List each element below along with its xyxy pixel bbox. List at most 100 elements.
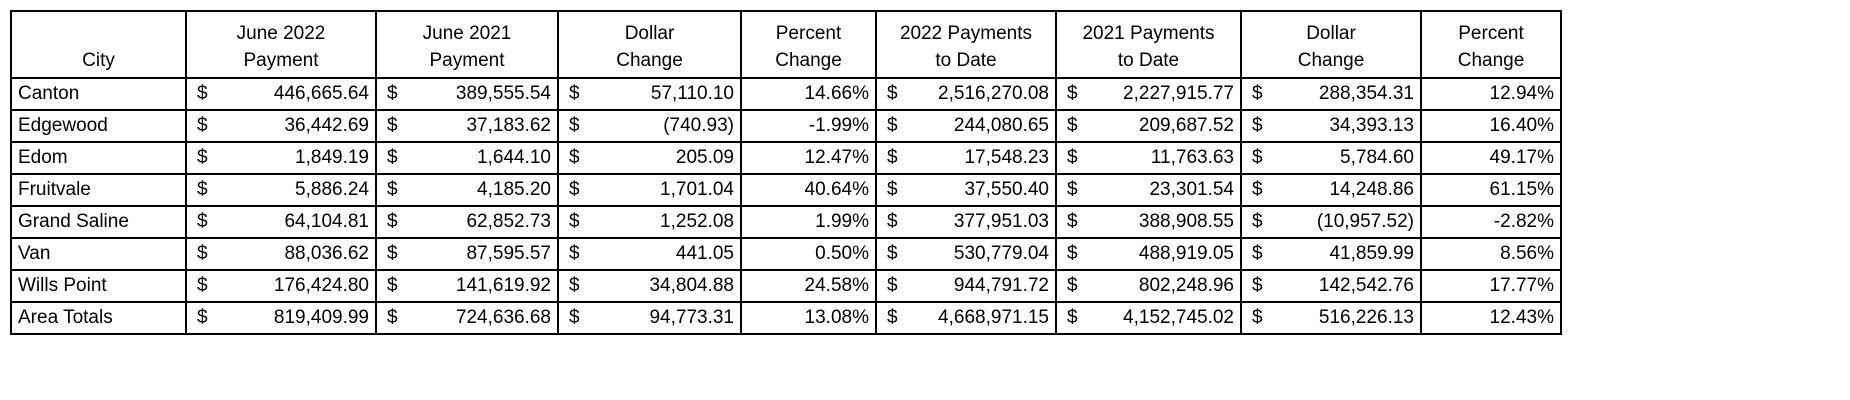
cell-value: -1.99% (808, 115, 869, 136)
dollar-cell: $4,668,971.15 (875, 301, 1057, 335)
currency-symbol: $ (569, 275, 580, 296)
header-line: 2022 Payments (899, 23, 1033, 44)
dollar-cell: $2,516,270.08 (875, 77, 1057, 111)
percent-cell: 8.56% (1420, 237, 1562, 271)
dollar-cell: $288,354.31 (1240, 77, 1422, 111)
header-line: Percent (775, 23, 842, 44)
cell-value: 8.56% (1500, 243, 1554, 264)
header-line: 2021 Payments (1082, 23, 1215, 44)
dollar-cell: $23,301.54 (1055, 173, 1242, 207)
percent-cell: 49.17% (1420, 141, 1562, 175)
table-row: Canton $446,665.64 $389,555.54 $57,110.10 14… (10, 77, 1562, 111)
currency-symbol: $ (387, 275, 398, 296)
currency-symbol: $ (387, 243, 398, 264)
currency-symbol: $ (887, 83, 898, 104)
cell-value: 12.47% (804, 147, 869, 168)
currency-symbol: $ (1252, 115, 1263, 136)
cell-value: 94,773.31 (649, 307, 734, 328)
cell-value: 2,227,915.77 (1123, 83, 1234, 104)
cell-value: 88,036.62 (284, 243, 369, 264)
cell-value: 441.05 (675, 243, 734, 264)
currency-symbol: $ (887, 115, 898, 136)
percent-cell: 12.47% (740, 141, 877, 175)
cell-value: 1.99% (815, 211, 869, 232)
cell-value: 288,354.31 (1318, 83, 1414, 104)
header-line: Dollar (1306, 23, 1356, 44)
cell-value: 1,252.08 (660, 211, 734, 232)
dollar-cell: $62,852.73 (375, 205, 559, 239)
dollar-cell: $11,763.63 (1055, 141, 1242, 175)
cell-value: 446,665.64 (273, 83, 369, 104)
table-row: Edgewood $36,442.69 $37,183.62 $ (740.93) -1.… (10, 109, 1562, 143)
currency-symbol: $ (387, 147, 398, 168)
cell-value: 944,791.72 (953, 275, 1049, 296)
dollar-cell: $1,849.19 (185, 141, 377, 175)
dollar-cell: $4,185.20 (375, 173, 559, 207)
percent-cell: 1.99% (740, 205, 877, 239)
dollar-cell: $388,908.55 (1055, 205, 1242, 239)
cell-value: 12.94% (1489, 83, 1554, 104)
cell-value: 1,644.10 (477, 147, 551, 168)
cell-value: 488,919.05 (1138, 243, 1234, 264)
column-header: June 2021 Payment (375, 10, 559, 79)
column-header: Percent Change (1420, 10, 1562, 79)
dollar-cell: $34,393.13 (1240, 109, 1422, 143)
city-cell: Van (10, 237, 187, 271)
currency-symbol: $ (887, 243, 898, 264)
currency-symbol: $ (569, 147, 580, 168)
cell-value: 2,516,270.08 (938, 83, 1049, 104)
currency-symbol: $ (569, 115, 580, 136)
cell-value: 24.58% (804, 275, 869, 296)
dollar-cell: $516,226.13 (1240, 301, 1422, 335)
table-row: Area Totals $819,409.99 $724,636.68 $94,773… (10, 301, 1562, 335)
currency-symbol: $ (197, 211, 208, 232)
currency-symbol: $ (387, 211, 398, 232)
percent-cell: -1.99% (740, 109, 877, 143)
currency-symbol: $ (1252, 179, 1263, 200)
header-line: Payment (243, 50, 319, 71)
percent-cell: 14.66% (740, 77, 877, 111)
header-row: City June 2022 Payment June 2021 Payment Doll… (10, 10, 1562, 79)
header-line: Payment (429, 50, 505, 71)
cell-value: 49.17% (1489, 147, 1554, 168)
cell-value: 724,636.68 (455, 307, 551, 328)
cell-value: 819,409.99 (273, 307, 369, 328)
currency-symbol: $ (387, 307, 398, 328)
dollar-cell: $530,779.04 (875, 237, 1057, 271)
payments-table: City June 2022 Payment June 2021 Payment Doll… (10, 10, 1562, 335)
currency-symbol: $ (197, 243, 208, 264)
table-body: Canton $446,665.64 $389,555.54 $57,110.10 14… (10, 77, 1562, 335)
table-row: Edom $1,849.19 $1,644.10 $205.09 12.47% $17,5… (10, 141, 1562, 175)
dollar-cell: $142,542.76 (1240, 269, 1422, 303)
cell-value: 389,555.54 (455, 83, 551, 104)
city-cell: Fruitvale (10, 173, 187, 207)
column-header: Percent Change (740, 10, 877, 79)
cell-value: 5,886.24 (295, 179, 369, 200)
dollar-cell: $5,784.60 (1240, 141, 1422, 175)
header-line: Percent (1458, 23, 1524, 44)
currency-symbol: $ (1067, 179, 1078, 200)
dollar-cell: $34,804.88 (557, 269, 742, 303)
currency-symbol: $ (387, 83, 398, 104)
cell-value: 1,849.19 (295, 147, 369, 168)
percent-cell: 40.64% (740, 173, 877, 207)
currency-symbol: $ (569, 307, 580, 328)
column-header: Dollar Change (557, 10, 742, 79)
cell-value: 14.66% (804, 83, 869, 104)
cell-value: 4,152,745.02 (1123, 307, 1234, 328)
cell-value: 11,763.63 (1150, 147, 1234, 168)
cell-value: 62,852.73 (466, 211, 551, 232)
currency-symbol: $ (887, 147, 898, 168)
dollar-cell: $488,919.05 (1055, 237, 1242, 271)
cell-value: 64,104.81 (284, 211, 369, 232)
city-cell: Edgewood (10, 109, 187, 143)
percent-cell: 0.50% (740, 237, 877, 271)
currency-symbol: $ (1252, 83, 1263, 104)
currency-symbol: $ (569, 211, 580, 232)
cell-value: -2.82% (1493, 211, 1554, 232)
currency-symbol: $ (887, 275, 898, 296)
cell-value: 802,248.96 (1138, 275, 1234, 296)
cell-value: 13.08% (804, 307, 869, 328)
cell-value: 61.15% (1489, 179, 1554, 200)
table-row: Grand Saline $64,104.81 $62,852.73 $1,252.0… (10, 205, 1562, 239)
